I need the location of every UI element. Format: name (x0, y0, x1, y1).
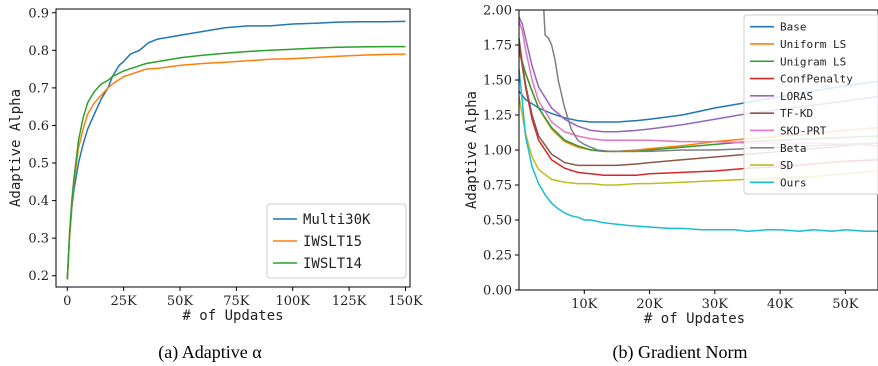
y-tick-label: 0.9 (28, 6, 49, 21)
x-tick-label: 10K (571, 297, 598, 312)
legend-label-multi30k: Multi30K (303, 212, 371, 228)
legend: Multi30K IWSLT15 IWSLT14 (266, 203, 407, 279)
x-tick-label: 20K (636, 297, 663, 312)
legend-label-base: Base (780, 21, 807, 34)
chart-adaptive-alpha: 0 25K 50K 75K 100K 125K 150K 0.2 0.3 0.4 0.5 0.6 0.7… (8, 6, 423, 324)
series-line-iwslt15 (66, 53, 406, 280)
y-tick-label: 1.75 (483, 39, 512, 54)
y-tick-label: 1.25 (483, 109, 512, 124)
legend-box (266, 203, 407, 279)
y-tick-label: 1.50 (483, 74, 512, 89)
legend-label-loras: LORAS (780, 90, 813, 103)
caption-b: (b) Gradient Norm (613, 342, 748, 363)
x-tick-label: 150K (388, 294, 423, 309)
legend-label-skd-prt: SKD-PRT (780, 124, 827, 137)
y-tick-label: 0.75 (483, 179, 512, 194)
y-tick-label: 0.7 (28, 81, 49, 96)
x-tick-label: 0 (63, 294, 71, 309)
legend-label-uniform-ls: Uniform LS (780, 38, 846, 51)
y-tick-label: 0.6 (28, 119, 49, 134)
y-tick-label: 0.2 (28, 269, 49, 284)
legend-label-tf-kd: TF-KD (780, 107, 813, 120)
y-tick-label: 0.00 (483, 284, 512, 299)
plot-frame (55, 8, 411, 288)
x-tick-label: 75K (223, 294, 250, 309)
chart-gradient-norm: 10K 20K 30K 40K 50K 0.00 0.25 0.50 0.75 1.00 1.25 1… (464, 4, 878, 327)
x-tick-label: 30K (702, 297, 729, 312)
x-tick-label: 100K (275, 294, 310, 309)
y-tick-label: 0.4 (28, 194, 49, 209)
y-tick-label: 0.25 (483, 249, 512, 264)
y-tick-label: 0.5 (28, 157, 49, 172)
series-line-multi30k (66, 20, 406, 280)
series-line-ours (519, 68, 878, 232)
caption-a: (a) Adaptive α (158, 342, 262, 363)
y-tick-label: 1.00 (483, 144, 512, 159)
legend-box (743, 14, 878, 195)
y-tick-label: 0.8 (28, 44, 49, 59)
y-axis-label: Adaptive Alpha (464, 91, 480, 209)
x-tick-label: 40K (767, 297, 794, 312)
x-tick-label: 25K (111, 294, 138, 309)
series-group (66, 20, 406, 280)
legend-label-sd: SD (780, 159, 793, 172)
x-axis-label: # of Updates (644, 311, 745, 327)
series-line-iwslt14 (66, 45, 406, 280)
legend-label-ours: Ours (780, 176, 807, 189)
x-tick-label: 125K (332, 294, 367, 309)
x-axis-label: # of Updates (182, 308, 283, 324)
legend-label-beta: Beta (780, 142, 807, 155)
legend-label-confpenalty: ConfPenalty (780, 73, 853, 86)
y-tick-label: 2.00 (483, 4, 512, 19)
legend: Base Uniform LS Unigram LS ConfPenalty LORAS… (743, 14, 878, 195)
y-axis-label: Adaptive Alpha (8, 89, 24, 207)
x-tick-label: 50K (832, 297, 859, 312)
legend-label-iwslt15: IWSLT15 (303, 234, 362, 250)
y-tick-label: 0.3 (28, 232, 49, 247)
x-tick-label: 50K (167, 294, 194, 309)
y-tick-label: 0.50 (483, 214, 512, 229)
legend-label-unigram-ls: Unigram LS (780, 55, 846, 68)
legend-label-iwslt14: IWSLT14 (303, 256, 362, 272)
